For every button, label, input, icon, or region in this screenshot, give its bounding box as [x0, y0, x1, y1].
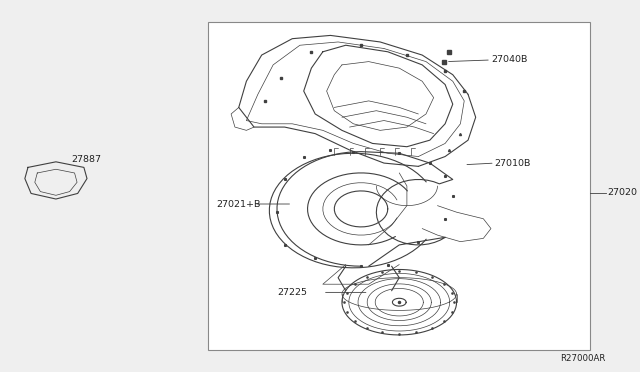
Text: 27040B: 27040B	[491, 55, 527, 64]
Text: 27010B: 27010B	[495, 158, 531, 167]
Bar	[208, 22, 590, 350]
Text: 27225: 27225	[277, 288, 307, 297]
Text: 27887: 27887	[72, 155, 102, 164]
Text: R27000AR: R27000AR	[561, 354, 606, 363]
Text: 27020: 27020	[607, 188, 637, 197]
Text: 27021+B: 27021+B	[216, 199, 260, 208]
